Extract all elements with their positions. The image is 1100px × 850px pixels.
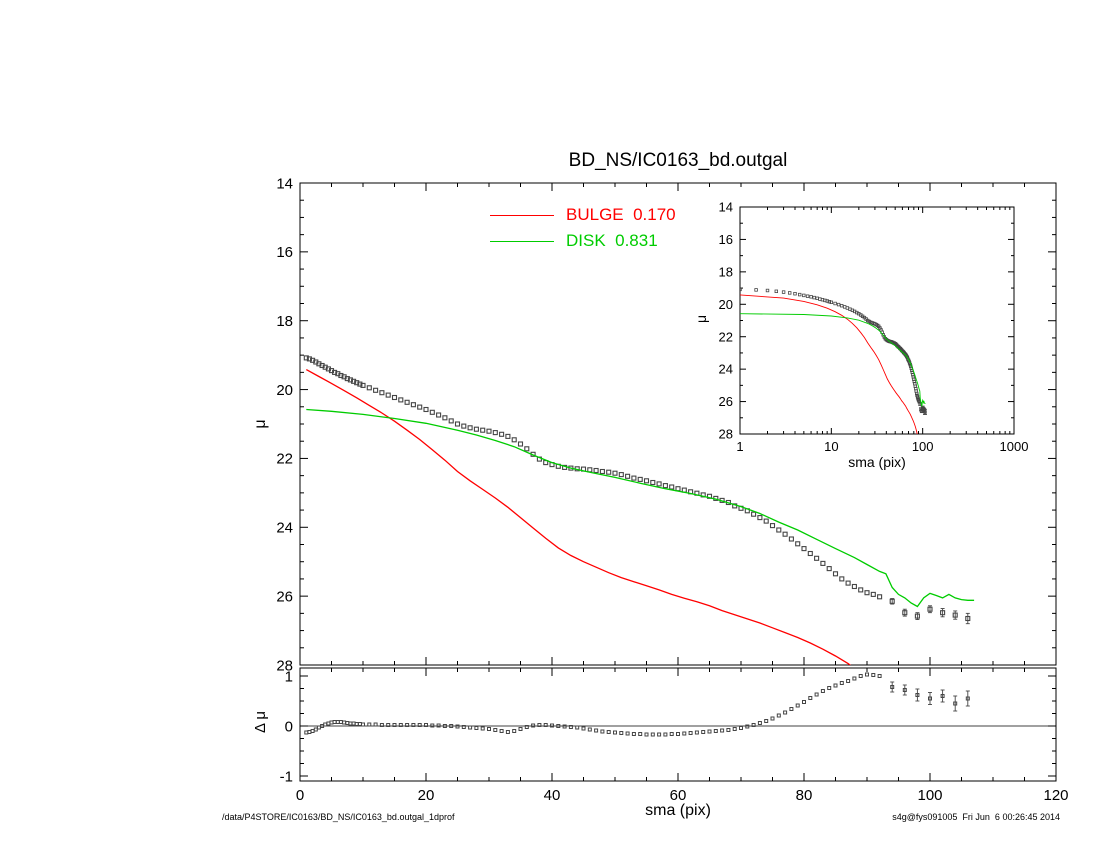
series-disk (740, 313, 926, 407)
inset-panel-y-tick-label: 16 (719, 232, 733, 247)
residual-panel-x-tick-label: 120 (1043, 787, 1068, 804)
series-observed (303, 355, 883, 600)
series-observed (740, 287, 922, 404)
inset-panel-y-tick-label: 18 (719, 264, 733, 279)
legend: BULGE 0.170 DISK 0.831 (490, 202, 676, 254)
inset-panel-x-tick-label: 100 (912, 439, 934, 454)
main-panel-y-tick-label: 22 (276, 451, 293, 468)
legend-item-bulge: BULGE 0.170 (490, 202, 676, 228)
bulge-legend-label: BULGE 0.170 (566, 205, 676, 224)
series-residual-outer (890, 681, 970, 712)
main-panel-y-tick-label: 28 (276, 657, 293, 674)
footer-user-timestamp: s4g@fys091005 Fri Jun 6 00:26:45 2014 (892, 812, 1060, 822)
main-panel-y-tick-label: 26 (276, 588, 293, 605)
inset-panel-x-tick-label: 1000 (1000, 439, 1029, 454)
residual-panel-x-tick-label: 60 (670, 787, 687, 804)
inset-x-axis-title: sma (pix) (848, 454, 906, 470)
series-disk (306, 408, 975, 608)
inset-panel-y-tick-label: 22 (719, 329, 733, 344)
residual-panel-series (304, 672, 970, 737)
inset-panel-y-tick-label: 20 (719, 297, 733, 312)
inset-panel-y-tick-label: 14 (719, 200, 733, 215)
main-y-axis-title: μ (252, 419, 269, 429)
residual-panel-y-tick-label: 1 (285, 668, 293, 685)
bulge-line-swatch (490, 214, 554, 216)
legend-item-disk: DISK 0.831 (490, 228, 676, 254)
residual-panel-y-tick-label: 0 (285, 718, 293, 735)
residual-panel-x-tick-label: 80 (796, 787, 813, 804)
series-residual (304, 672, 882, 737)
residual-panel-x-tick-label: 100 (917, 787, 942, 804)
inset-panel: 1 10 100 1000 14 16 18 20 22 24 26 28 (719, 200, 1029, 454)
inset-y-axis-title: μ (693, 314, 709, 324)
series-observed-outer (889, 598, 971, 625)
inset-panel-frame (739, 206, 1015, 435)
disk-legend-label: DISK 0.831 (566, 231, 658, 250)
residual-panel-frame (299, 667, 1057, 782)
main-panel-y-tick-label: 18 (276, 313, 293, 330)
series-observed-outer (918, 402, 927, 415)
main-panel-y-tick-label: 14 (276, 175, 293, 192)
inset-panel-x-tick-label: 1 (736, 439, 743, 454)
series-bulge (740, 294, 918, 434)
inset-panel-y-tick-label: 28 (719, 427, 733, 442)
inset-panel-y-tick-label: 26 (719, 394, 733, 409)
residual-panel: 0 20 40 60 80 100 120-101 (280, 667, 1069, 804)
main-panel-y-tick-label: 24 (276, 520, 293, 537)
page-title: BD_NS/IC0163_bd.outgal (568, 150, 788, 171)
inset-panel-x-tick-label: 10 (824, 439, 838, 454)
main-panel-y-tick-label: 20 (276, 382, 293, 399)
residual-panel-x-tick-label: 40 (544, 787, 561, 804)
residual-y-axis-title: Δ μ (252, 711, 269, 734)
main-panel-frame (299, 182, 1057, 666)
main-x-axis-title: sma (pix) (645, 802, 711, 819)
main-panel-y-tick-label: 16 (276, 244, 293, 261)
residual-panel-x-tick-label: 0 (296, 787, 304, 804)
inset-panel-series (740, 287, 927, 434)
disk-line-swatch (490, 240, 554, 242)
series-bulge (305, 369, 852, 665)
main-panel: 14 16 18 20 22 24 26 28 (276, 175, 1057, 674)
residual-panel-y-tick-label: -1 (280, 768, 293, 785)
main-panel-series (303, 355, 975, 665)
inset-panel-y-tick-label: 24 (719, 362, 733, 377)
residual-panel-x-tick-label: 20 (418, 787, 435, 804)
footer-file-path: /data/P4STORE/IC0163/BD_NS/IC0163_bd.out… (222, 812, 455, 822)
